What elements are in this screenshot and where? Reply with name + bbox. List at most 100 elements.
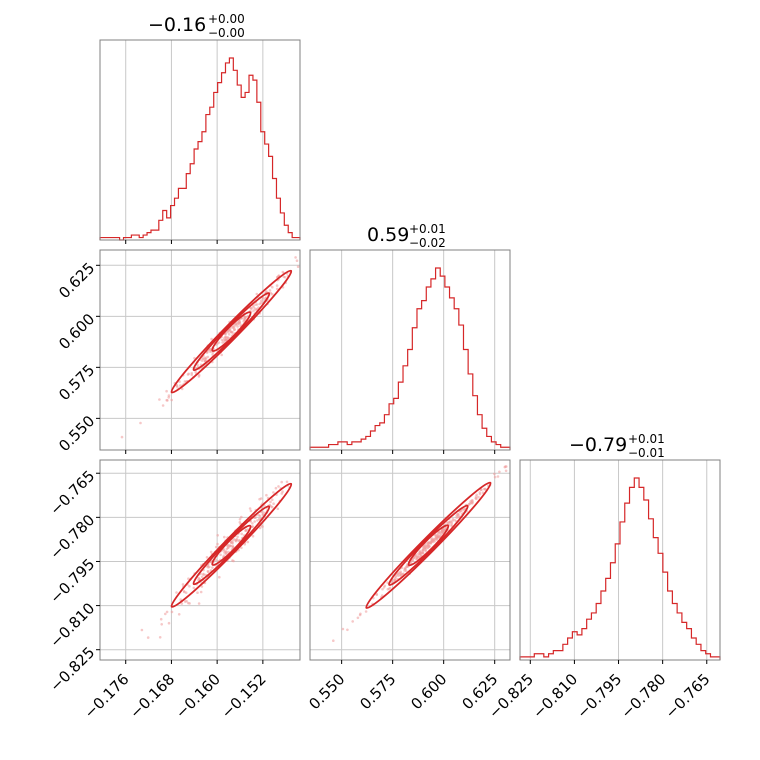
title-param-0: −0.16 +0.00 −0.00 xyxy=(148,12,245,40)
scatter-point xyxy=(197,602,201,605)
x-tick-label: −0.810 xyxy=(529,670,581,722)
scatter-point xyxy=(265,493,268,497)
scatter-point xyxy=(415,557,418,561)
y-tick-label: 0.550 xyxy=(55,412,98,455)
scatter-point xyxy=(226,546,230,550)
scatter-point xyxy=(185,599,188,603)
scatter-point xyxy=(214,558,218,562)
scatter-point xyxy=(243,319,246,322)
scatter-point xyxy=(269,500,272,504)
scatter-point xyxy=(268,289,272,292)
scatter-point xyxy=(259,497,263,500)
scatter-point xyxy=(440,530,444,533)
title-param-1: 0.59 +0.01 −0.02 xyxy=(367,222,446,250)
scatter-point xyxy=(219,553,222,557)
x-tick-label: 0.550 xyxy=(305,670,348,713)
scatter-point xyxy=(272,502,275,506)
scatter-point xyxy=(277,485,280,488)
title-upper-error: +0.01 xyxy=(628,432,665,446)
scatter-point xyxy=(271,498,274,502)
scatter-point xyxy=(432,538,436,542)
contour-level-2 xyxy=(211,524,252,566)
scatter-point xyxy=(139,421,142,425)
scatter-point xyxy=(246,540,250,544)
scatter-point xyxy=(437,535,441,538)
panel-2-0 xyxy=(96,459,301,664)
scatter-point xyxy=(167,396,170,399)
scatter-point xyxy=(282,275,286,279)
x-tick-label: −0.160 xyxy=(172,670,224,722)
scatter-point xyxy=(475,493,479,497)
scatter-point xyxy=(438,530,441,534)
scatter-point xyxy=(295,259,299,263)
scatter-point xyxy=(477,495,480,499)
scatter-point xyxy=(406,565,409,568)
scatter-point xyxy=(423,544,427,548)
scatter-point xyxy=(227,329,230,332)
x-tick-label: −0.152 xyxy=(218,670,270,722)
scatter-point xyxy=(224,550,227,553)
scatter-point xyxy=(430,537,433,541)
scatter-point xyxy=(240,532,243,536)
scatter-point xyxy=(160,623,163,626)
scatter-point xyxy=(165,610,169,614)
scatter-point xyxy=(178,384,182,387)
scatter-point xyxy=(481,491,485,495)
scatter-point xyxy=(478,491,482,494)
scatter-point xyxy=(233,328,236,332)
scatter-point xyxy=(226,544,229,547)
scatter-point xyxy=(223,535,226,539)
scatter-point xyxy=(159,617,163,621)
scatter-point xyxy=(158,398,161,401)
scatter-point xyxy=(272,491,275,494)
scatter-point xyxy=(200,575,204,579)
scatter-point xyxy=(451,517,455,521)
x-tick-label: 0.575 xyxy=(356,670,399,713)
scatter-point xyxy=(200,585,204,588)
scatter-point xyxy=(383,584,387,588)
title-value: 0.59 xyxy=(367,224,409,246)
scatter-point xyxy=(120,435,124,439)
scatter-point xyxy=(276,507,280,511)
scatter-point xyxy=(175,591,178,594)
scatter-point xyxy=(496,475,500,478)
scatter-point xyxy=(181,583,185,586)
scatter-point xyxy=(409,561,413,565)
y-tick-label: 0.575 xyxy=(55,361,98,404)
scatter-point xyxy=(240,515,243,519)
scatter-point xyxy=(415,555,419,559)
contour-level-0 xyxy=(170,482,293,608)
scatter-points xyxy=(332,465,508,642)
panel-frame xyxy=(99,39,301,241)
scatter-point xyxy=(280,480,284,484)
scatter-point xyxy=(200,359,204,362)
scatter-point xyxy=(192,586,196,590)
y-tick-label: −0.810 xyxy=(46,599,98,651)
scatter-point xyxy=(180,602,184,605)
panel-2-2 xyxy=(519,459,721,664)
scatter-point xyxy=(211,566,214,569)
panel-0-0 xyxy=(99,39,301,244)
scatter-point xyxy=(401,573,405,576)
contour-level-1 xyxy=(192,505,271,586)
scatter-point xyxy=(493,472,496,476)
x-tick-label: −0.780 xyxy=(617,670,669,722)
scatter-point xyxy=(211,353,214,356)
scatter-point xyxy=(394,575,398,578)
scatter-point xyxy=(504,469,508,473)
scatter-point xyxy=(220,353,223,357)
scatter-point xyxy=(346,628,349,632)
scatter-point xyxy=(240,546,243,550)
scatter-point xyxy=(196,363,199,367)
scatter-points xyxy=(140,480,291,639)
scatter-point xyxy=(435,538,439,541)
scatter-point xyxy=(175,383,179,387)
contour-level-2 xyxy=(407,524,450,567)
scatter-point xyxy=(182,590,186,593)
x-tick-label: −0.176 xyxy=(81,670,133,722)
scatter-point xyxy=(199,590,203,594)
scatter-point xyxy=(387,587,391,591)
scatter-point xyxy=(248,507,252,510)
scatter-point xyxy=(190,373,193,377)
